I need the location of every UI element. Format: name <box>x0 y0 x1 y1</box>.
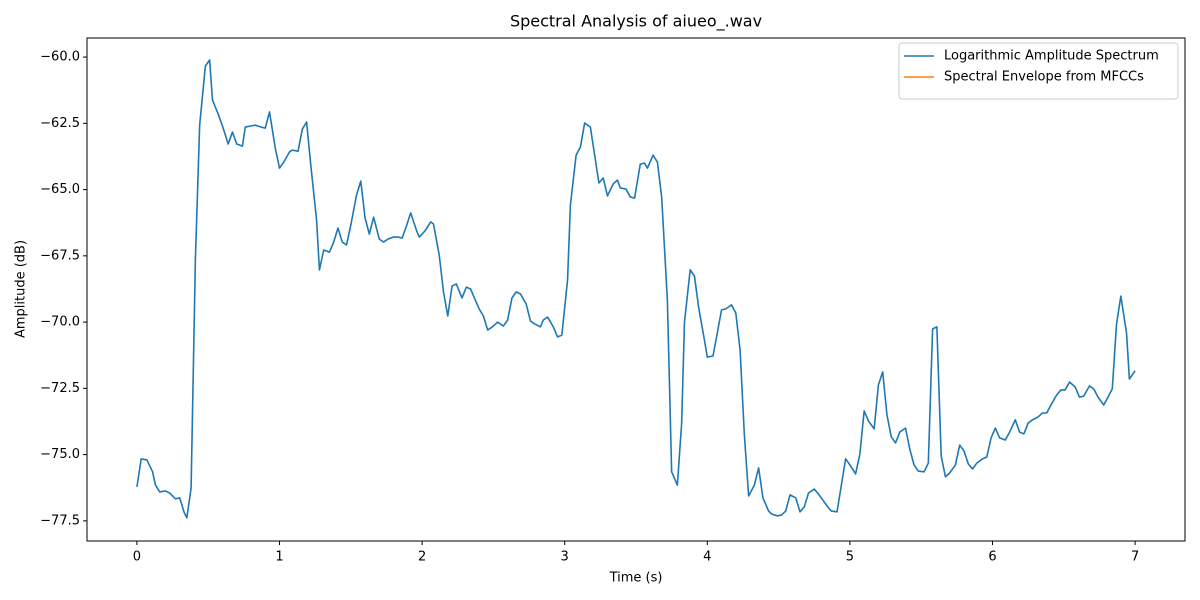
chart-title: Spectral Analysis of aiueo_.wav <box>510 12 762 32</box>
x-tick-label: 2 <box>418 550 426 565</box>
y-tick-label: −65.0 <box>40 182 80 197</box>
y-tick-label: −62.5 <box>40 116 80 131</box>
plot-frame <box>86 37 1186 542</box>
data-line <box>136 59 1136 519</box>
x-tick-label: 6 <box>988 550 996 565</box>
x-axis-label: Time (s) <box>609 571 663 586</box>
legend-label: Logarithmic Amplitude Spectrum <box>944 49 1159 64</box>
legend-box <box>898 42 1179 100</box>
legend-label: Spectral Envelope from MFCCs <box>944 70 1144 85</box>
y-tick-label: −77.5 <box>40 513 80 528</box>
x-tick-label: 3 <box>561 550 569 565</box>
y-tick-label: −60.0 <box>40 50 80 65</box>
x-tick-label: 7 <box>1131 550 1139 565</box>
y-tick-label: −67.5 <box>40 248 80 263</box>
y-axis-label: Amplitude (dB) <box>14 240 29 338</box>
x-tick-label: 4 <box>703 550 711 565</box>
y-tick-label: −72.5 <box>40 381 80 396</box>
y-tick-label: −70.0 <box>40 315 80 330</box>
x-tick-label: 5 <box>846 550 854 565</box>
x-tick-label: 0 <box>133 550 141 565</box>
y-tick-label: −75.0 <box>40 447 80 462</box>
x-tick-label: 1 <box>275 550 283 565</box>
